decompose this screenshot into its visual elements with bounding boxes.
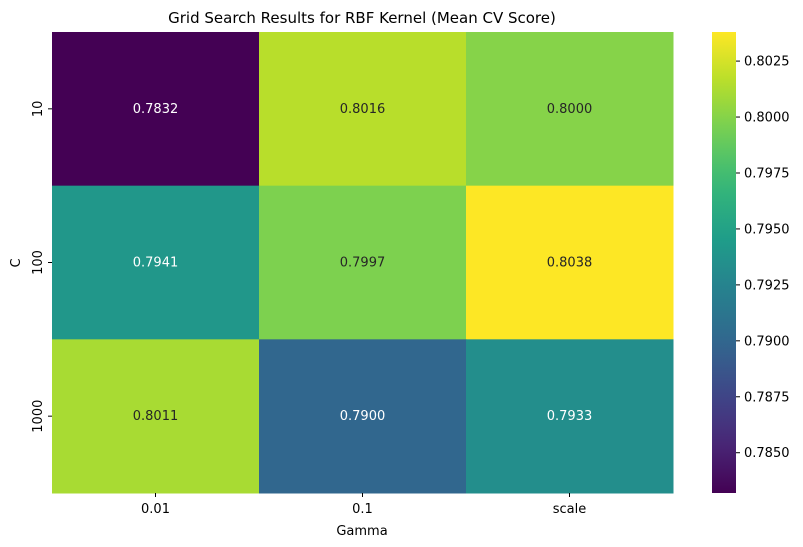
y-tick-label: 1000 <box>31 400 46 433</box>
heatmap-cell <box>52 339 260 494</box>
y-tick-label: 10 <box>31 101 46 118</box>
colorbar-tick-label: 0.7850 <box>744 446 790 461</box>
cell-value-label: 0.7900 <box>340 409 386 424</box>
cell-value-label: 0.7933 <box>547 409 593 424</box>
cell-value-label: 0.7941 <box>133 256 179 271</box>
heatmap-cell <box>259 32 467 187</box>
colorbar-gradient <box>712 32 736 493</box>
heatmap-cell <box>259 185 467 340</box>
cell-value-label: 0.7832 <box>133 102 179 117</box>
cell-value-label: 0.7997 <box>340 256 386 271</box>
colorbar-tick-label: 0.7950 <box>744 222 790 237</box>
colorbar-tick-label: 0.7925 <box>744 278 790 293</box>
x-tick-label: 0.01 <box>141 502 170 517</box>
heatmap-cell <box>466 185 674 340</box>
colorbar: 0.7850 0.7875 0.7900 0.7925 0.7950 0.7975 0.80… <box>712 32 790 493</box>
colorbar-tick-label: 0.7900 <box>744 334 790 349</box>
cell-value-label: 0.8000 <box>547 102 593 117</box>
y-axis-label: C <box>9 258 24 267</box>
x-axis: 0.01 0.1 scale <box>141 493 586 517</box>
y-tick-label: 100 <box>31 250 46 275</box>
colorbar-tick-label: 0.7975 <box>744 166 790 181</box>
cell-value-label: 0.8011 <box>133 409 179 424</box>
heatmap-cell <box>466 32 674 187</box>
cell-value-label: 0.8016 <box>340 102 386 117</box>
heatmap-cell <box>52 185 260 340</box>
x-tick-label: scale <box>553 502 587 517</box>
x-tick-label: 0.1 <box>352 502 373 517</box>
chart-title: Grid Search Results for RBF Kernel (Mean… <box>168 9 556 27</box>
heatmap-cell-labels: 0.7832 0.8016 0.8000 0.7941 0.7997 0.8038 0.80… <box>133 102 593 424</box>
heatmap-cell <box>466 339 674 494</box>
heatmap-cell <box>259 339 467 494</box>
colorbar-tick-label: 0.8025 <box>744 55 790 70</box>
colorbar-tick-label: 0.8000 <box>744 111 790 126</box>
cell-value-label: 0.8038 <box>547 256 593 271</box>
y-axis: 10 100 1000 <box>31 101 52 433</box>
heatmap-cells <box>52 32 674 494</box>
x-axis-label: Gamma <box>336 524 387 539</box>
heatmap-cell <box>52 32 260 187</box>
colorbar-tick-label: 0.7875 <box>744 390 790 405</box>
